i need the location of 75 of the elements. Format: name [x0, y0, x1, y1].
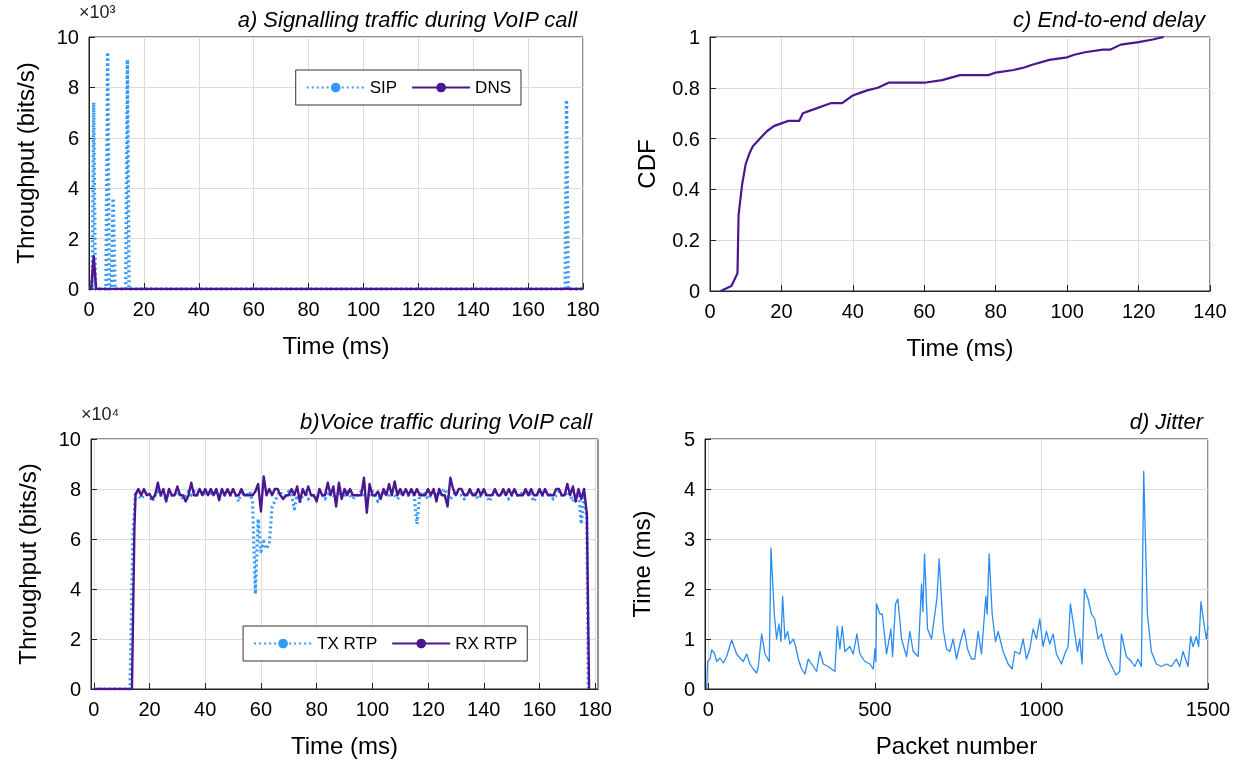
x-tick-label: 100: [355, 698, 390, 720]
x-tick-label: 20: [770, 300, 793, 322]
y-axis-title: Throughput (bits/s): [11, 62, 39, 264]
chart-title: d) Jitter: [1129, 408, 1205, 434]
x-tick-label: 140: [1193, 300, 1227, 322]
y-tick-label: 8: [69, 478, 81, 500]
x-tick-label: 60: [249, 698, 273, 720]
y-tick-label: 6: [67, 126, 79, 149]
x-tick-label: 180: [578, 698, 612, 720]
legend-label: SIP: [369, 78, 398, 97]
x-tick-label: 40: [841, 300, 864, 322]
x-axis-title: Time (ms): [906, 333, 1014, 361]
y-tick-label: 2: [69, 628, 81, 650]
y-tick-label: 2: [683, 578, 695, 600]
y-tick-label: 3: [683, 528, 695, 550]
x-axis-title: Packet number: [875, 731, 1038, 759]
y-tick-label: 8: [67, 76, 79, 99]
x-tick-label: 0: [88, 698, 100, 720]
x-tick-label: 100: [1050, 300, 1084, 322]
x-tick-label: 140: [456, 298, 490, 320]
x-tick-label: 0: [702, 698, 714, 720]
x-tick-label: 80: [984, 300, 1007, 322]
x-tick-label: 100: [346, 298, 381, 320]
chart-title: a) Signalling traffic during VoIP call: [237, 6, 579, 32]
x-tick-label: 40: [194, 698, 217, 720]
text: ×10³: [79, 2, 116, 22]
y-tick-label: 4: [67, 177, 79, 200]
y-tick-label: 0.4: [672, 178, 700, 201]
x-tick-label: 160: [511, 298, 545, 320]
y-tick-label: 10: [56, 26, 79, 48]
y-axis-title: CDF: [632, 139, 660, 189]
y-tick-label: 5: [683, 428, 695, 450]
x-tick-label: 60: [242, 298, 265, 320]
x-tick-label: 120: [401, 298, 436, 320]
y-tick-label: 4: [69, 578, 81, 600]
y-tick-label: 0.6: [672, 127, 700, 150]
y-tick-label: 1: [683, 628, 695, 650]
x-tick-label: 500: [858, 698, 892, 720]
x-tick-label: 120: [1121, 300, 1156, 322]
x-tick-label: 180: [566, 298, 600, 320]
y-tick-label: 0: [67, 278, 79, 300]
y-tick-label: 6: [69, 528, 81, 550]
x-tick-label: 1500: [1185, 698, 1231, 720]
x-tick-label: 60: [913, 300, 936, 322]
y-tick-label: 0: [69, 678, 81, 700]
x-axis-title: Time (ms): [290, 731, 399, 759]
x-tick-label: 1000: [1019, 698, 1064, 720]
x-tick-label: 20: [138, 698, 161, 720]
x-tick-label: 80: [305, 698, 328, 720]
x-tick-label: 160: [522, 698, 557, 720]
y-tick-label: 0.8: [672, 76, 700, 99]
x-tick-label: 0: [704, 300, 716, 322]
y-tick-label: 0.2: [672, 229, 700, 252]
text: ×10⁴: [81, 404, 120, 424]
chart-title: b)Voice traffic during VoIP call: [299, 408, 594, 434]
legend-label: TX RTP: [317, 634, 378, 653]
y-tick-label: 10: [58, 428, 81, 450]
chart-title: c) End-to-end delay: [1013, 6, 1207, 32]
y-tick-label: 0: [688, 280, 700, 302]
y-tick-label: 0: [683, 678, 695, 700]
y-tick-label: 1: [688, 26, 700, 48]
line-series: [719, 35, 1165, 293]
x-tick-label: 120: [411, 698, 445, 720]
x-tick-label: 140: [467, 698, 501, 720]
x-tick-label: 0: [83, 298, 95, 320]
y-axis-title: Time (ms): [627, 510, 655, 618]
x-axis-title: Time (ms): [282, 331, 390, 359]
legend-label: RX RTP: [455, 634, 518, 653]
y-tick-label: 4: [683, 478, 695, 500]
x-tick-label: 20: [132, 298, 156, 320]
legend-label: DNS: [475, 78, 512, 97]
x-tick-label: 80: [297, 298, 320, 320]
x-tick-label: 40: [187, 298, 210, 320]
y-axis-title: Throughput (bits/s): [13, 463, 41, 665]
y-tick-label: 2: [67, 227, 79, 250]
